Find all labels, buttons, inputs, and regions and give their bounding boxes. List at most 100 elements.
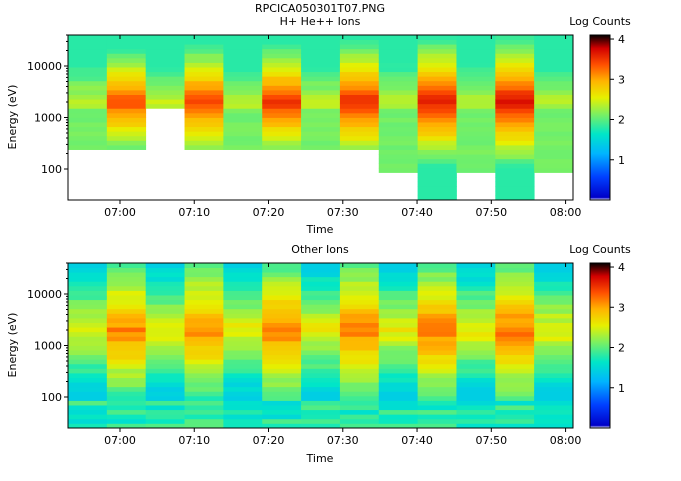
heatmap-cell <box>378 395 419 401</box>
heatmap-cell <box>223 299 263 305</box>
heatmap-cell <box>145 48 185 54</box>
heatmap-cell <box>223 350 263 356</box>
heatmap-cell <box>301 322 341 328</box>
heatmap-cell <box>184 386 224 392</box>
heatmap-cell <box>495 122 535 128</box>
heatmap-cell <box>184 53 224 59</box>
heatmap-cell <box>495 368 535 374</box>
heatmap-cell <box>223 44 263 50</box>
heatmap-cell <box>262 131 302 137</box>
heatmap-cell <box>417 112 457 118</box>
heatmap-cell <box>262 140 302 146</box>
heatmap-cell <box>495 414 535 420</box>
heatmap-cell <box>417 263 457 268</box>
heatmap-cell <box>223 94 263 100</box>
heatmap-cell <box>184 299 224 305</box>
heatmap-cell <box>106 131 147 137</box>
heatmap-cell <box>184 57 224 63</box>
heatmap-cell <box>495 94 535 100</box>
heatmap-cell <box>223 140 263 146</box>
heatmap-cell <box>495 62 535 68</box>
heatmap-cell <box>68 318 108 323</box>
heatmap-cell <box>106 418 147 424</box>
heatmap-cell <box>301 108 341 114</box>
heatmap-cell <box>106 290 147 296</box>
heatmap-cell <box>68 71 108 77</box>
heatmap-cell <box>495 318 535 323</box>
heatmap-cell <box>456 117 496 123</box>
heatmap-cell <box>495 391 535 397</box>
heatmap-cell <box>68 103 108 109</box>
heatmap-cell <box>456 354 496 360</box>
heatmap-cell <box>68 126 108 132</box>
heatmap-cell <box>495 363 535 369</box>
colorbar <box>589 262 611 429</box>
heatmap-cell <box>145 103 185 109</box>
colorbar-tick-label: 4 <box>618 261 625 274</box>
heatmap-cell <box>456 62 496 68</box>
heatmap-cell <box>145 35 185 40</box>
heatmap-cell <box>223 373 263 378</box>
heatmap-cell <box>68 140 108 146</box>
heatmap-cell <box>145 85 185 91</box>
heatmap-cell <box>417 35 457 40</box>
heatmap-cell <box>378 363 419 369</box>
heatmap-cell <box>262 281 302 287</box>
heatmap-cell <box>534 135 574 141</box>
heatmap-cell <box>456 350 496 356</box>
heatmap-cell <box>68 99 108 105</box>
heatmap-cell <box>106 62 147 68</box>
heatmap-cell <box>223 131 263 137</box>
heatmap-cell <box>339 67 380 73</box>
heatmap-cell <box>223 71 263 77</box>
heatmap-cell <box>378 57 419 63</box>
heatmap-cell <box>456 318 496 323</box>
heatmap-cell <box>106 327 147 333</box>
heatmap-cell <box>106 85 147 91</box>
heatmap-cell <box>106 340 147 346</box>
heatmap-cell <box>456 94 496 100</box>
heatmap-cell <box>68 368 108 374</box>
heatmap-cell <box>223 354 263 360</box>
heatmap-cell <box>301 103 341 109</box>
heatmap-cell <box>339 80 380 86</box>
x-tick-label: 07:10 <box>178 434 210 447</box>
heatmap-cell <box>378 423 419 429</box>
heatmap-cell <box>301 377 341 383</box>
heatmap-cell <box>184 76 224 82</box>
heatmap-cell <box>534 295 574 301</box>
heatmap-cell <box>145 313 185 319</box>
heatmap-cell <box>339 382 380 388</box>
heatmap-cell <box>68 85 108 91</box>
heatmap-cell <box>339 76 380 82</box>
heatmap-cell <box>184 112 224 118</box>
heatmap-cell <box>68 414 108 420</box>
heatmap-cell <box>456 322 496 328</box>
heatmap-cell <box>68 108 108 114</box>
heatmap-cell <box>339 327 380 333</box>
heatmap-cell <box>68 76 108 82</box>
heatmap-cell <box>417 44 457 50</box>
heatmap-cell <box>262 122 302 128</box>
x-tick-label: 07:40 <box>401 434 433 447</box>
heatmap-cell <box>223 285 263 291</box>
heatmap-cell <box>534 122 574 128</box>
heatmap-cell <box>378 299 419 305</box>
heatmap-cell <box>495 117 535 123</box>
heatmap-cell <box>534 340 574 346</box>
heatmap-cell <box>417 80 457 86</box>
heatmap-cell <box>223 35 263 40</box>
heatmap-cell <box>223 414 263 420</box>
heatmap-cell <box>223 359 263 365</box>
heatmap-cell <box>145 267 185 273</box>
heatmap-cell <box>417 418 457 424</box>
heatmap-cell <box>378 327 419 333</box>
heatmap-cell <box>262 405 302 411</box>
heatmap-cell <box>534 377 574 383</box>
heatmap-cell <box>262 345 302 351</box>
heatmap-cell <box>534 140 574 146</box>
heatmap-cell <box>184 272 224 278</box>
heatmap-cell <box>145 290 185 296</box>
heatmap-cell <box>262 391 302 397</box>
heatmap-cell <box>262 423 302 429</box>
